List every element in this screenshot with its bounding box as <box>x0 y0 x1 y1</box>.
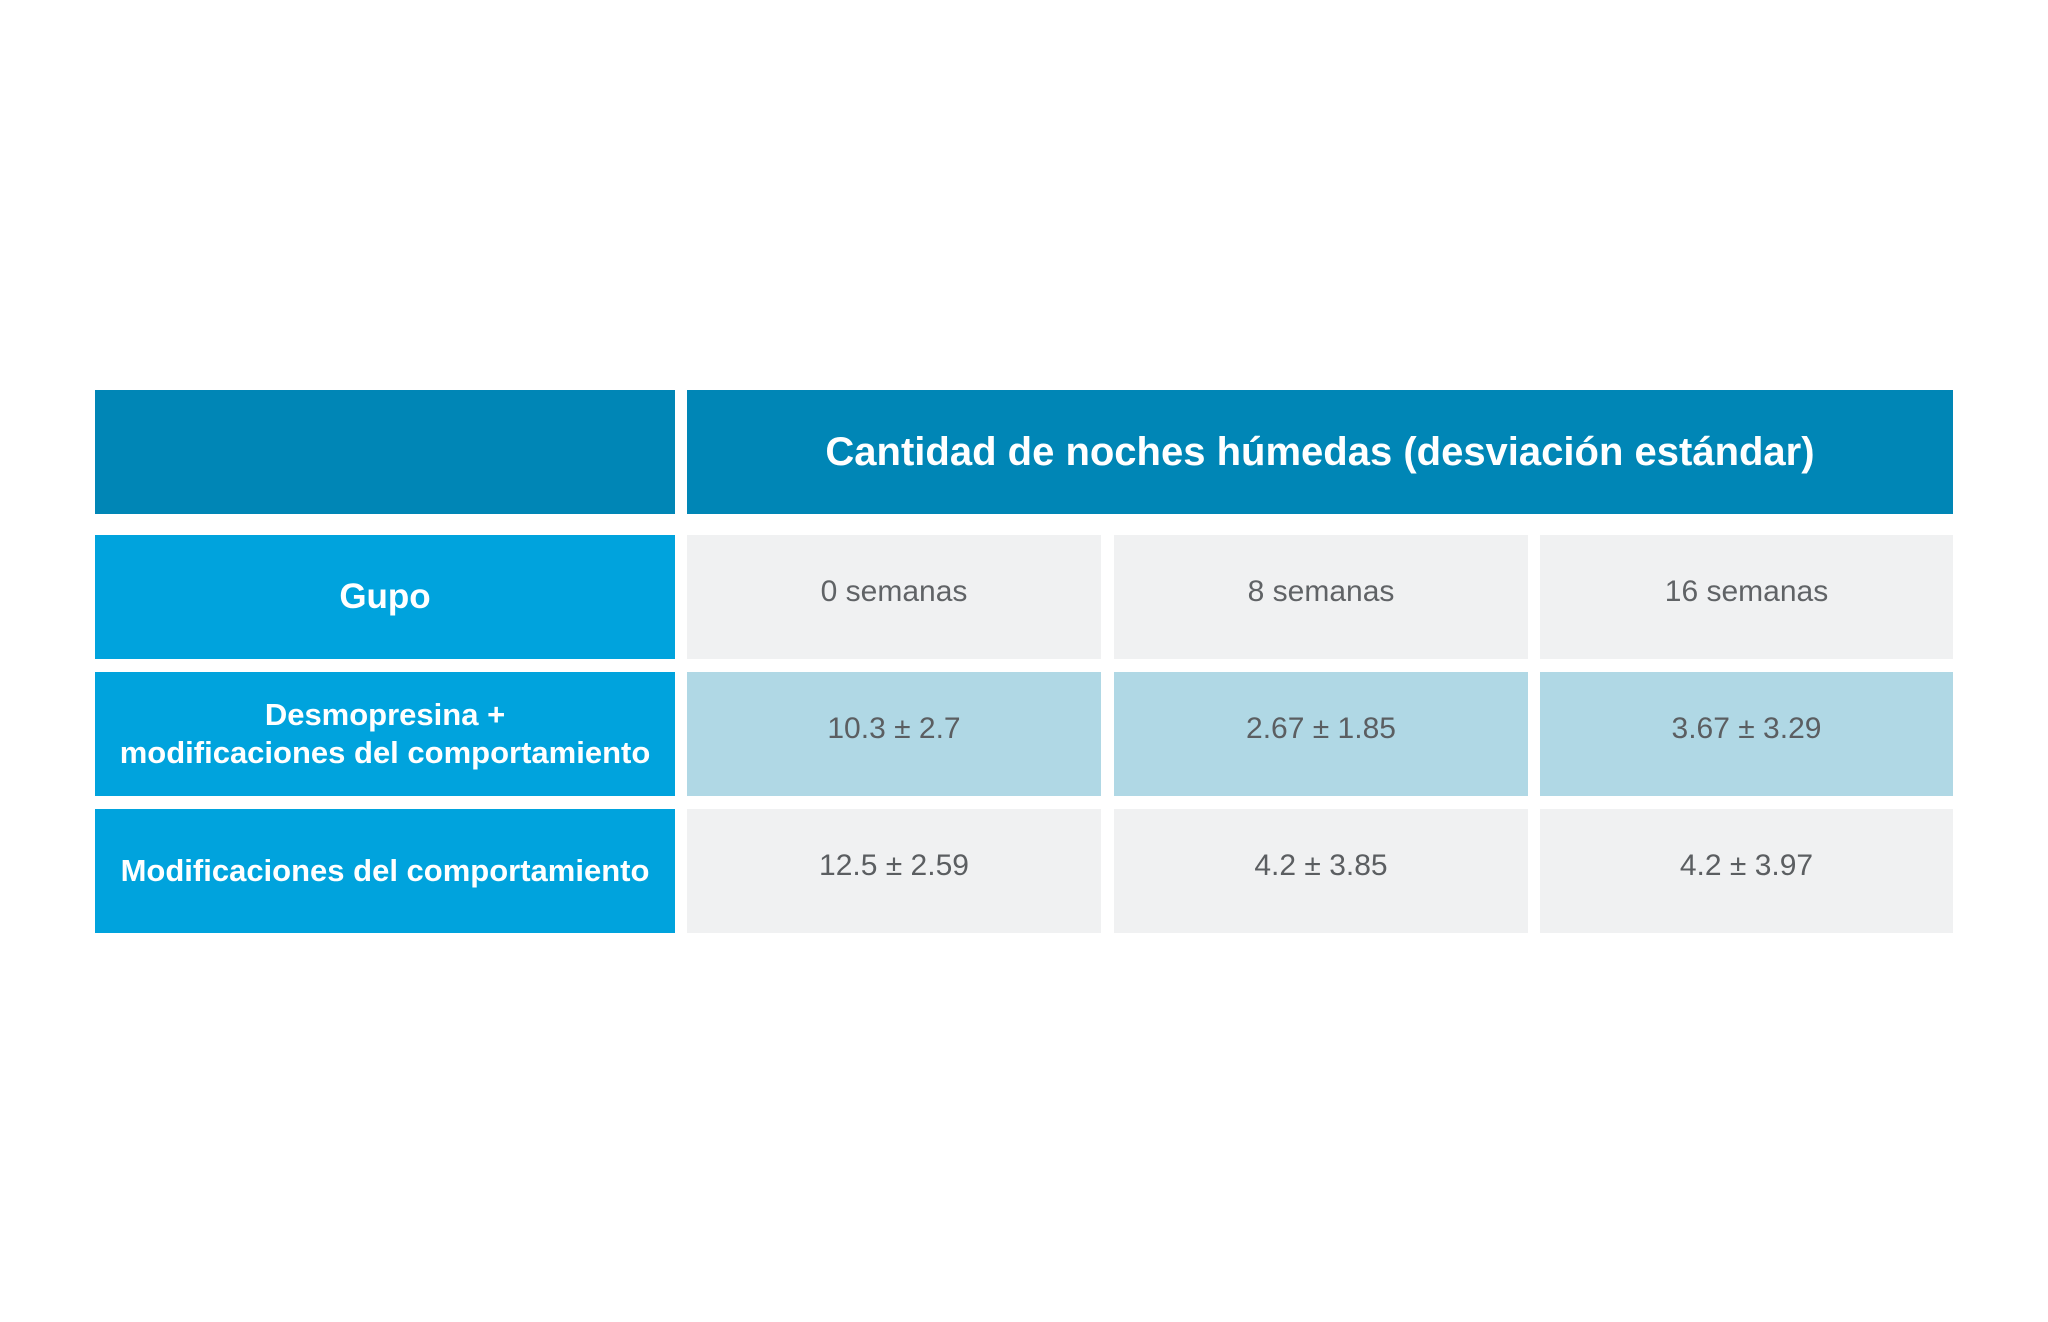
table-cell: 10.3 ± 2.7 <box>687 672 1101 796</box>
column-header-2: 16 semanas <box>1540 535 1953 659</box>
table-cell: 3.67 ± 3.29 <box>1540 672 1953 796</box>
table-title: Cantidad de noches húmedas (desviación e… <box>825 429 1815 474</box>
row-header-0: Desmopresina + modificaciones del compor… <box>95 672 675 796</box>
column-header-0: 0 semanas <box>687 535 1101 659</box>
cell-value: 4.2 ± 3.85 <box>1254 849 1388 882</box>
table-title-cell: Cantidad de noches húmedas (desviación e… <box>687 390 1953 514</box>
group-header: Gupo <box>339 577 431 616</box>
table-cell: 4.2 ± 3.85 <box>1114 809 1528 933</box>
row-label: Modificaciones del comportamiento <box>120 853 650 888</box>
cell-value: 4.2 ± 3.97 <box>1679 849 1814 882</box>
row-label: Desmopresina + modificaciones del compor… <box>119 697 651 770</box>
row-header-1: Modificaciones del comportamiento <box>95 809 675 933</box>
group-header-cell: Gupo <box>95 535 675 659</box>
header-empty-cell <box>95 390 675 514</box>
cell-value: 12.5 ± 2.59 <box>819 849 969 882</box>
column-header-label: 0 semanas <box>820 575 968 608</box>
column-header-label: 16 semanas <box>1664 575 1829 608</box>
table-cell: 4.2 ± 3.97 <box>1540 809 1953 933</box>
cell-value: 2.67 ± 1.85 <box>1246 712 1396 745</box>
column-header-1: 8 semanas <box>1114 535 1528 659</box>
table-cell: 12.5 ± 2.59 <box>687 809 1101 933</box>
cell-value: 3.67 ± 3.29 <box>1671 712 1822 745</box>
cell-value: 10.3 ± 2.7 <box>827 712 961 745</box>
table-cell: 2.67 ± 1.85 <box>1114 672 1528 796</box>
column-header-label: 8 semanas <box>1247 575 1395 608</box>
